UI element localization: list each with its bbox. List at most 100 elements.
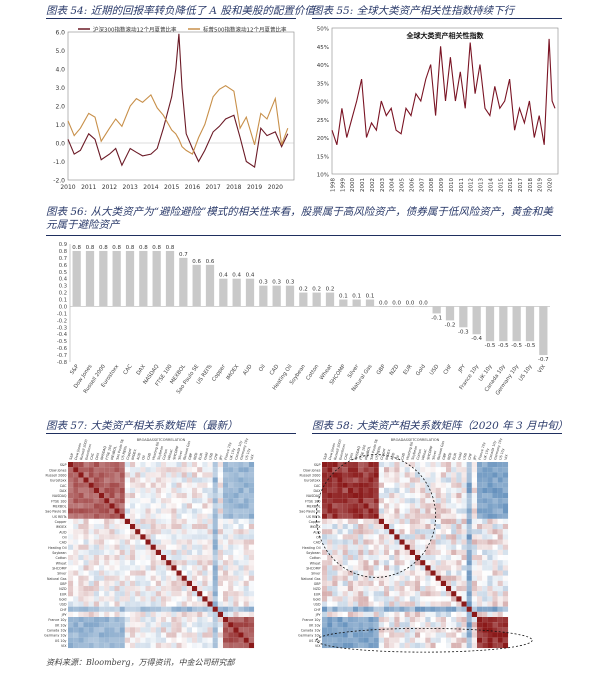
- bar: [419, 306, 428, 308]
- heat-cell: [435, 555, 441, 561]
- heat-cell: [363, 529, 369, 535]
- col-label: VIX: [504, 453, 509, 460]
- heat-cell: [477, 503, 483, 509]
- heat-cell: [337, 513, 343, 519]
- col-label: Copper: [126, 447, 133, 460]
- heat-cell: [140, 467, 146, 473]
- heat-cell: [451, 606, 457, 612]
- heat-cell: [171, 462, 177, 468]
- heat-cell: [446, 534, 452, 540]
- heat-cell: [378, 498, 385, 504]
- heat-cell: [233, 611, 239, 618]
- heat-cell: [435, 544, 441, 550]
- heat-cell: [181, 606, 187, 612]
- heat-cell: [409, 637, 416, 643]
- heat-cell: [140, 591, 146, 597]
- bar: [232, 278, 241, 307]
- heat-cell: [446, 591, 452, 597]
- heat-cell: [176, 518, 182, 525]
- heat-cell: [461, 596, 467, 602]
- bar: [325, 292, 335, 307]
- heat-cell: [161, 498, 167, 504]
- heat-cell: [150, 596, 156, 602]
- heat-cell: [337, 586, 343, 592]
- heat-cell: [130, 575, 136, 581]
- heat-cell: [212, 632, 218, 638]
- heat-cell: [192, 477, 198, 483]
- heat-cell: [223, 539, 229, 545]
- heat-cell: [68, 477, 74, 483]
- heat-cell: [451, 580, 457, 587]
- heat-cell: [207, 482, 213, 488]
- heat-cell: [217, 524, 224, 530]
- heat-cell: [440, 549, 447, 556]
- col-label: UK 10y: [229, 448, 236, 460]
- heat-cell: [181, 575, 187, 581]
- heat-cell: [435, 622, 441, 628]
- heat-cell: [327, 529, 333, 535]
- heat-cell: [145, 622, 151, 628]
- heat-cell: [409, 580, 416, 587]
- heat-cell: [83, 555, 89, 561]
- category-label: CAD: [269, 364, 280, 377]
- col-label: US REITs: [374, 445, 382, 460]
- heat-cell: [456, 622, 462, 628]
- heat-cell: [83, 606, 89, 612]
- heat-cell: [223, 529, 229, 535]
- heat-cell: [243, 539, 249, 545]
- heat-cell: [88, 637, 94, 643]
- heat-cell: [368, 544, 374, 550]
- row-label: JPY: [61, 613, 68, 617]
- heat-cell: [368, 482, 374, 488]
- heat-cell: [181, 596, 187, 602]
- heat-cell: [471, 632, 478, 638]
- heat-cell: [248, 467, 255, 473]
- heat-cell: [497, 472, 503, 478]
- heat-cell: [487, 498, 493, 504]
- heat-cell: [342, 580, 348, 587]
- heat-cell: [332, 498, 338, 504]
- heat-cell: [243, 477, 249, 483]
- heat-cell: [404, 586, 410, 592]
- heat-cell: [192, 591, 198, 597]
- heat-cell: [322, 549, 328, 556]
- col-label: Germany 10y: [493, 438, 503, 461]
- heat-cell: [223, 482, 229, 488]
- heat-cell: [150, 534, 156, 540]
- heat-cell: [99, 596, 105, 602]
- heat-cell: [471, 487, 478, 494]
- heat-cell: [353, 467, 359, 473]
- heat-cell: [248, 518, 255, 525]
- heat-cell: [399, 580, 405, 587]
- heat-cell: [124, 586, 131, 592]
- heat-cell: [238, 534, 244, 540]
- heat-cell: [440, 632, 447, 638]
- heat-cell: [347, 549, 354, 556]
- data-label: -0.5: [525, 343, 536, 349]
- heat-cell: [207, 549, 213, 556]
- heat-cell: [186, 596, 193, 602]
- heat-cell: [384, 591, 390, 597]
- heat-cell: [435, 560, 441, 566]
- heat-cell: [347, 560, 354, 566]
- row-label: VIX: [61, 644, 67, 648]
- heat-cell: [93, 472, 100, 478]
- heat-cell: [353, 498, 359, 504]
- col-label: NZD: [447, 452, 453, 460]
- heat-cell: [378, 560, 385, 566]
- heat-cell: [487, 549, 493, 556]
- heat-cell: [378, 477, 385, 483]
- heat-cell: [363, 467, 369, 473]
- heat-cell: [233, 586, 239, 592]
- heat-cell: [497, 508, 503, 514]
- heat-cell: [404, 617, 410, 623]
- y-tick-label: 0.7: [59, 256, 67, 262]
- heat-cell: [99, 565, 105, 571]
- row-label: UK 10y: [309, 623, 321, 627]
- heat-cell: [202, 498, 208, 504]
- heat-cell: [389, 601, 395, 607]
- heat-cell: [171, 493, 177, 499]
- heat-cell: [502, 601, 509, 607]
- heat-cell: [186, 529, 193, 535]
- heat-cell: [353, 482, 359, 488]
